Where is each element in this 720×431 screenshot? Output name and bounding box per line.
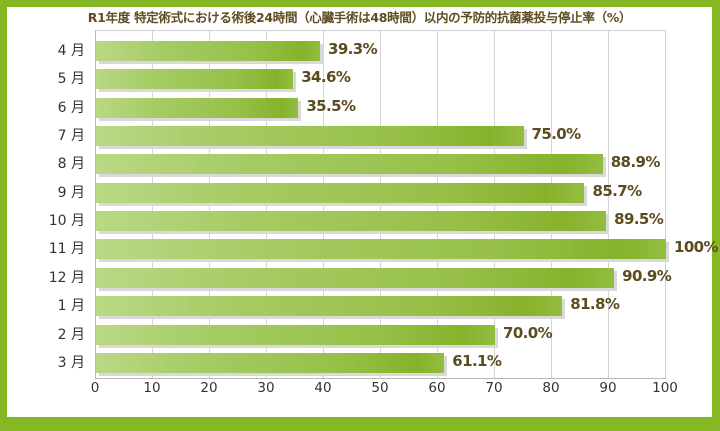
x-tick-label: 0 bbox=[90, 380, 100, 396]
bar bbox=[96, 267, 615, 288]
bar-value-label: 39.3% bbox=[328, 40, 378, 58]
bar-value-label: 70.0% bbox=[503, 323, 553, 342]
bar-row: 90.9% bbox=[96, 265, 720, 293]
bar-value-label: 35.5% bbox=[306, 96, 356, 115]
bar-value-label: 61.1% bbox=[452, 351, 502, 370]
bar-value-label: 90.9% bbox=[622, 266, 672, 285]
bar bbox=[96, 324, 495, 345]
bar bbox=[96, 182, 585, 203]
bar-row: 89.5% bbox=[96, 208, 720, 236]
x-tick-label: 30 bbox=[257, 380, 275, 396]
gridline bbox=[608, 31, 609, 378]
bar-value-label: 81.8% bbox=[570, 295, 620, 314]
gridline bbox=[437, 31, 438, 378]
category-label: 9 月 bbox=[57, 184, 85, 201]
gridline bbox=[266, 31, 267, 378]
bar bbox=[96, 126, 524, 147]
bar bbox=[96, 41, 320, 61]
gridline bbox=[209, 31, 210, 378]
x-tick-label: 40 bbox=[314, 380, 332, 396]
bar-value-label: 85.7% bbox=[592, 181, 642, 200]
bar bbox=[96, 69, 294, 90]
category-label: 1 月 bbox=[57, 298, 85, 315]
bar bbox=[96, 352, 445, 373]
bar bbox=[96, 97, 299, 118]
chart-title: R1年度 特定術式における術後24時間（心臓手術は48時間）以内の予防的抗菌薬投… bbox=[87, 10, 632, 25]
bar-row: 81.8% bbox=[96, 293, 720, 321]
bar bbox=[96, 154, 603, 175]
x-tick-label: 70 bbox=[485, 380, 503, 396]
bar-row: 70.0% bbox=[96, 322, 720, 350]
x-tick-label: 90 bbox=[599, 380, 617, 396]
bar-value-label: 89.5% bbox=[614, 210, 664, 229]
category-label: 8 月 bbox=[57, 156, 85, 173]
bar-row: 35.5% bbox=[96, 95, 720, 123]
plot-area: 39.3% 34.6% 35.5% 75.0% 88.9% 85.7% 89.5% 100% 9… bbox=[95, 30, 719, 379]
x-tick-label: 60 bbox=[428, 380, 446, 396]
x-tick-label: 80 bbox=[542, 380, 560, 396]
bar-value-label: 88.9% bbox=[610, 153, 661, 172]
bar-row: 85.7% bbox=[96, 180, 720, 208]
gridline bbox=[665, 31, 666, 378]
category-label: 7 月 bbox=[57, 128, 85, 145]
chart-panel: R1年度 特定術式における術後24時間（心臓手術は48時間）以内の予防的抗菌薬投… bbox=[7, 7, 719, 417]
bar-row: 61.1% bbox=[96, 350, 720, 378]
bar bbox=[96, 211, 607, 232]
bar bbox=[96, 239, 666, 260]
category-label: 11 月 bbox=[48, 241, 85, 258]
bar bbox=[96, 296, 563, 317]
x-tick-label: 100 bbox=[652, 380, 678, 396]
category-label: 3 月 bbox=[57, 354, 85, 371]
category-label: 2 月 bbox=[57, 326, 85, 343]
category-label: 4 月 bbox=[57, 43, 85, 59]
category-label: 6 月 bbox=[57, 99, 85, 116]
category-label: 5 月 bbox=[57, 71, 85, 88]
bar-row: 75.0% bbox=[96, 123, 720, 151]
x-tick-label: 20 bbox=[200, 380, 218, 396]
gridline bbox=[152, 31, 153, 378]
gridline bbox=[380, 31, 381, 378]
bar-row: 100% bbox=[96, 236, 720, 264]
gridline bbox=[551, 31, 552, 378]
bar-row: 34.6% bbox=[96, 66, 720, 94]
category-label: 10 月 bbox=[48, 213, 85, 230]
bar-row: 39.3% bbox=[96, 38, 720, 66]
bar-value-label: 75.0% bbox=[531, 125, 582, 144]
category-label: 12 月 bbox=[48, 269, 85, 286]
x-tick-label: 10 bbox=[143, 380, 161, 396]
bar-value-label: 34.6% bbox=[301, 68, 351, 87]
bar-row: 88.9% bbox=[96, 151, 720, 179]
gridline bbox=[494, 31, 495, 378]
x-tick-label: 50 bbox=[371, 380, 389, 396]
gridline bbox=[323, 31, 324, 378]
bar-value-label: 100% bbox=[674, 238, 719, 257]
